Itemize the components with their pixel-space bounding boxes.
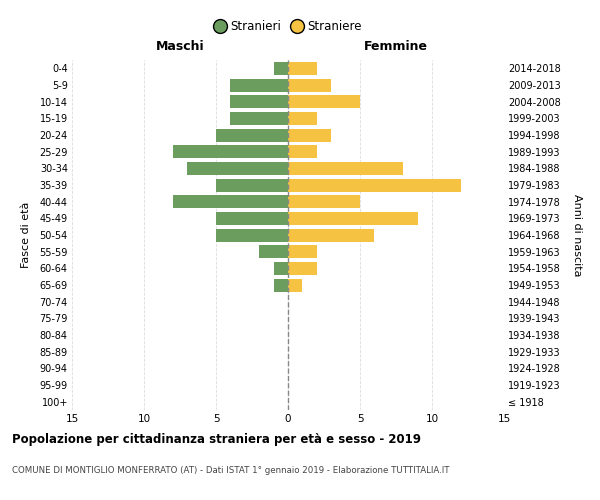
- Bar: [288, 95, 360, 108]
- Bar: [173, 145, 288, 158]
- Bar: [274, 62, 288, 75]
- Bar: [216, 128, 288, 141]
- Bar: [288, 228, 374, 241]
- Bar: [288, 78, 331, 92]
- Text: Popolazione per cittadinanza straniera per età e sesso - 2019: Popolazione per cittadinanza straniera p…: [12, 432, 421, 446]
- Legend: Stranieri, Straniere: Stranieri, Straniere: [211, 17, 365, 37]
- Bar: [288, 262, 317, 275]
- Bar: [288, 62, 317, 75]
- Bar: [288, 278, 302, 291]
- Bar: [288, 212, 418, 225]
- Bar: [274, 262, 288, 275]
- Bar: [259, 245, 288, 258]
- Bar: [216, 178, 288, 192]
- Bar: [288, 128, 331, 141]
- Y-axis label: Fasce di età: Fasce di età: [21, 202, 31, 268]
- Bar: [288, 245, 317, 258]
- Bar: [288, 162, 403, 175]
- Text: COMUNE DI MONTIGLIO MONFERRATO (AT) - Dati ISTAT 1° gennaio 2019 - Elaborazione : COMUNE DI MONTIGLIO MONFERRATO (AT) - Da…: [12, 466, 449, 475]
- Bar: [288, 195, 360, 208]
- Bar: [230, 112, 288, 125]
- Bar: [230, 78, 288, 92]
- Bar: [187, 162, 288, 175]
- Bar: [274, 278, 288, 291]
- Bar: [288, 112, 317, 125]
- Bar: [173, 195, 288, 208]
- Bar: [288, 145, 317, 158]
- Bar: [288, 178, 461, 192]
- Bar: [216, 212, 288, 225]
- Text: Maschi: Maschi: [155, 40, 205, 53]
- Y-axis label: Anni di nascita: Anni di nascita: [572, 194, 582, 276]
- Bar: [230, 95, 288, 108]
- Bar: [216, 228, 288, 241]
- Text: Femmine: Femmine: [364, 40, 428, 53]
